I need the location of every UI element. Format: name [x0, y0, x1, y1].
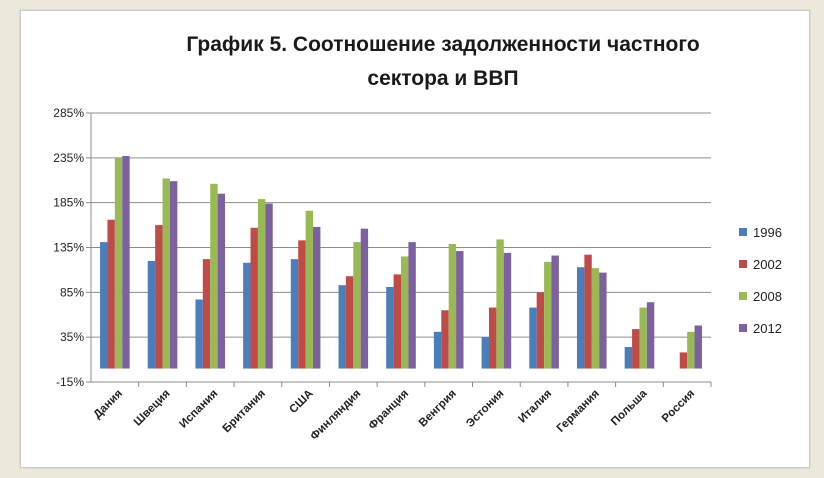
chart-title-line-1: График 5. Соотношение задолженности част… — [186, 33, 699, 56]
bar-2002 — [393, 274, 401, 369]
bar-2012 — [551, 255, 559, 369]
y-tick-label: 285% — [53, 106, 84, 120]
bar-2012 — [217, 193, 226, 369]
x-category-label: Венгрия — [417, 388, 459, 430]
bar-2012 — [456, 251, 464, 369]
bar-2008 — [401, 256, 409, 369]
y-tick-label: -15% — [56, 375, 84, 389]
bar-2012 — [265, 203, 273, 369]
chart-frame: График 5. Соотношение задолженности част… — [20, 10, 810, 468]
bar-2012 — [599, 272, 607, 369]
bar-2002 — [632, 329, 640, 369]
bar-2002 — [155, 225, 163, 369]
bar-2008 — [257, 199, 266, 369]
legend-label-2002: 2002 — [753, 257, 782, 272]
x-category-label: Италия — [516, 388, 554, 426]
x-category-label: Германия — [555, 388, 602, 435]
legend-swatch-2002 — [739, 260, 747, 268]
bar-1996 — [100, 242, 108, 369]
bar-2002 — [202, 259, 211, 369]
bar-2008 — [210, 183, 218, 369]
bar-2008 — [305, 210, 314, 369]
legend-label-1996: 1996 — [753, 225, 782, 240]
x-category-label: Британия — [221, 388, 268, 435]
bar-2002 — [250, 227, 258, 369]
bar-2008 — [687, 331, 695, 369]
x-category-label: Польша — [609, 387, 650, 428]
x-category-label: Финляндия — [308, 388, 363, 443]
bar-2012 — [646, 302, 655, 369]
bar-2012 — [313, 226, 321, 369]
y-tick-label: 185% — [53, 196, 84, 210]
bar-2008 — [353, 242, 361, 369]
legend-swatch-2012 — [739, 324, 747, 332]
bar-2008 — [448, 243, 457, 369]
legend-swatch-2008 — [739, 292, 747, 300]
bar-2012 — [169, 181, 178, 369]
bar-2002 — [584, 254, 592, 369]
y-tick-label: 85% — [60, 285, 84, 299]
bar-1996 — [481, 337, 489, 369]
bar-1996 — [195, 299, 203, 369]
bar-2012 — [360, 228, 369, 369]
legend-swatch-1996 — [739, 228, 747, 236]
bar-2008 — [496, 239, 504, 369]
chart-title-line-2: сектора и ВВП — [367, 67, 518, 90]
bar-2002 — [345, 276, 354, 369]
bar-2002 — [107, 219, 115, 369]
bar-2002 — [536, 292, 545, 369]
bar-1996 — [576, 267, 585, 369]
x-category-label: Дания — [92, 388, 125, 421]
bar-1996 — [433, 331, 442, 369]
bar-2008 — [114, 157, 123, 369]
bar-1996 — [386, 286, 394, 369]
legend-label-2008: 2008 — [753, 289, 782, 304]
bar-2008 — [544, 261, 552, 369]
y-tick-label: 235% — [53, 151, 84, 165]
x-category-label: Россия — [660, 388, 697, 425]
y-tick-label: 135% — [53, 241, 84, 255]
legend-label-2012: 2012 — [753, 321, 782, 336]
bars — [100, 156, 702, 369]
x-category-label: Эстония — [464, 388, 506, 430]
bar-1996 — [290, 259, 299, 369]
y-tick-label: 35% — [60, 330, 84, 344]
bar-2012 — [408, 242, 416, 369]
bar-2012 — [694, 325, 702, 369]
chart: График 5. Соотношение задолженности част… — [53, 33, 782, 443]
bar-2002 — [679, 352, 688, 369]
y-axis-ticks: 285% 235% 185% 135% 85% 35% -15% — [53, 106, 91, 389]
bar-2002 — [441, 310, 449, 369]
x-category-label: США — [287, 388, 315, 416]
bar-1996 — [147, 260, 156, 369]
bar-2012 — [503, 252, 512, 369]
bar-2008 — [639, 307, 647, 369]
axes — [90, 113, 712, 387]
bar-2002 — [488, 307, 497, 369]
bar-1996 — [243, 262, 251, 369]
x-category-label: Франция — [367, 388, 412, 433]
bar-2008 — [162, 178, 170, 369]
legend: 1996 2002 2008 2012 — [739, 225, 782, 336]
bar-2008 — [591, 268, 600, 369]
bar-2002 — [298, 240, 306, 369]
bar-1996 — [338, 285, 346, 369]
x-category-label: Испания — [177, 388, 220, 431]
bar-1996 — [624, 347, 633, 369]
x-category-label: Швеция — [132, 388, 173, 429]
bar-1996 — [529, 307, 537, 369]
bar-2012 — [122, 156, 130, 369]
